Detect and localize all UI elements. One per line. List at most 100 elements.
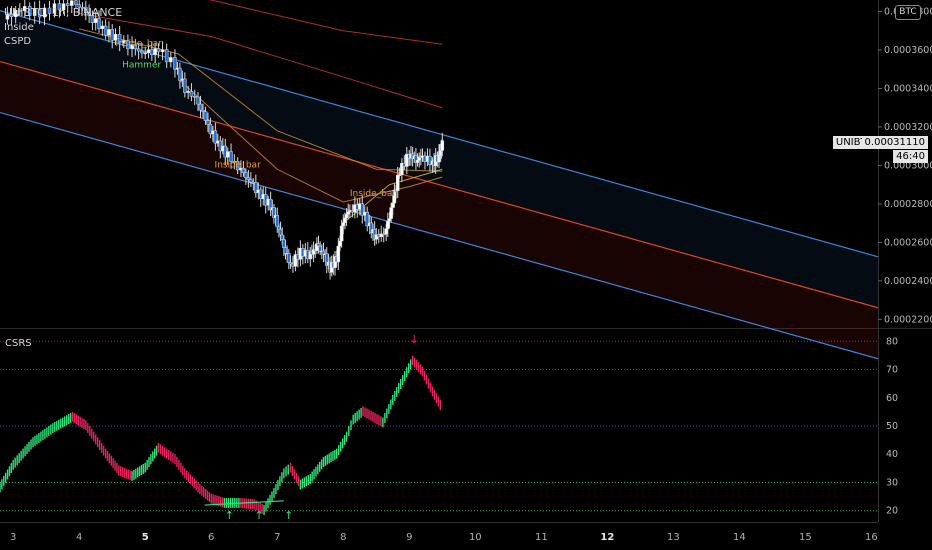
candle-body xyxy=(192,96,197,98)
candle-body xyxy=(343,217,347,223)
moving-average-1 xyxy=(208,0,443,45)
candle-body xyxy=(164,49,169,63)
candle-body xyxy=(143,52,147,55)
candle-body xyxy=(278,228,283,236)
candle-body xyxy=(283,247,288,255)
time-tick-9: 9 xyxy=(406,532,412,543)
moving-average-5 xyxy=(342,168,443,224)
candle-body xyxy=(100,25,105,29)
candle-body xyxy=(316,243,321,247)
candle-body xyxy=(341,222,346,227)
candle-body xyxy=(246,177,251,180)
candle-body xyxy=(47,7,52,14)
moving-average-4 xyxy=(177,78,443,203)
candle-body xyxy=(208,123,213,135)
candle-body xyxy=(201,109,205,112)
candle-body xyxy=(235,161,240,171)
candle-body xyxy=(232,160,237,163)
candle-body xyxy=(107,29,111,36)
candle-body xyxy=(293,254,298,267)
indicator-legend-inside: Inside xyxy=(4,22,34,33)
candle-body xyxy=(61,3,66,11)
candle-body xyxy=(183,78,187,93)
channel-upper-line xyxy=(0,10,879,258)
candle-body xyxy=(389,207,393,219)
price-axis: 0.000380000.000360000.000340000.00032000… xyxy=(878,7,932,517)
candle-body xyxy=(9,13,14,17)
candle-body xyxy=(87,12,91,16)
candle-body xyxy=(344,213,349,219)
csrs-pane-title: CSRS xyxy=(5,338,32,349)
candle-body xyxy=(282,239,286,248)
price-tick-label-7: 0.00026000 xyxy=(884,237,932,248)
currency-badge[interactable]: BTC xyxy=(895,5,921,20)
candle-body xyxy=(93,18,98,23)
candle-body xyxy=(23,6,27,12)
candle-body xyxy=(140,50,144,54)
candle-body xyxy=(387,218,392,222)
candle-body xyxy=(189,91,194,97)
candle-body xyxy=(244,172,248,179)
candle-body xyxy=(241,167,246,173)
csrs-tick-label-20: 20 xyxy=(886,506,898,517)
csrs-tick-label-60: 60 xyxy=(886,393,898,404)
time-tick-13: 13 xyxy=(667,532,680,543)
candle-body xyxy=(288,262,293,265)
price-tick-label-8: 0.00024000 xyxy=(884,276,932,287)
channel-lower-fill xyxy=(0,61,878,359)
candle-body xyxy=(440,140,445,151)
candle-body xyxy=(280,234,284,240)
candlestick-series xyxy=(5,0,445,280)
candle-body xyxy=(90,15,95,23)
time-tick-11: 11 xyxy=(535,532,548,543)
candle-body xyxy=(428,155,432,165)
candle-body xyxy=(70,0,74,6)
candle-body xyxy=(57,3,62,11)
candle-body xyxy=(213,130,218,144)
time-tick-5: 5 xyxy=(142,532,149,543)
candle-body xyxy=(32,8,37,16)
price-tick-label-3: 0.00034000 xyxy=(884,83,932,94)
candle-body xyxy=(405,153,409,167)
signal-arrow-3: ↑ xyxy=(284,509,293,522)
candle-body xyxy=(110,29,114,41)
time-tick-7: 7 xyxy=(274,532,280,543)
candle-body xyxy=(229,151,233,162)
candle-body xyxy=(169,57,173,63)
price-tick-label-5: 0.00030000 xyxy=(884,160,932,171)
time-tick-12: 12 xyxy=(600,532,614,543)
last-price-tag: 0.00031110 xyxy=(861,136,928,149)
pattern-label-4: Inside_bar xyxy=(350,189,397,199)
candle-body xyxy=(74,0,78,5)
time-tick-6: 6 xyxy=(208,532,214,543)
candle-body xyxy=(254,182,258,194)
candle-body xyxy=(130,44,134,50)
candle-body xyxy=(113,34,118,41)
pattern-label-1: Inside_bar xyxy=(116,39,163,49)
candle-body xyxy=(379,233,383,238)
candle-body xyxy=(97,18,101,29)
candle-body xyxy=(52,3,57,14)
candle-body xyxy=(287,253,291,263)
candle-body xyxy=(360,203,365,216)
candle-body xyxy=(277,226,281,230)
candle-body xyxy=(196,96,200,105)
symbol-title: UNIBTC, 1h, BINANCE xyxy=(4,6,123,19)
candle-body xyxy=(150,49,154,56)
candle-body xyxy=(400,162,404,175)
candle-body xyxy=(84,7,88,13)
candle-body xyxy=(146,49,151,54)
price-tick-label-9: 0.00022000 xyxy=(884,314,932,325)
candle-body xyxy=(346,211,350,215)
time-tick-16: 16 xyxy=(865,532,878,543)
channel-lower-line xyxy=(0,111,879,360)
signal-arrow-2: ↑ xyxy=(254,509,263,522)
candle-body xyxy=(117,34,122,44)
candle-body xyxy=(381,233,386,236)
csrs-tick-label-40: 40 xyxy=(886,449,898,460)
pattern-label-2: Hammer xyxy=(122,60,161,70)
candle-body xyxy=(80,6,85,9)
pattern-annotations: Inside_bar Hammer Inside_bar Inside_bar xyxy=(116,39,397,199)
candle-body xyxy=(126,40,130,50)
